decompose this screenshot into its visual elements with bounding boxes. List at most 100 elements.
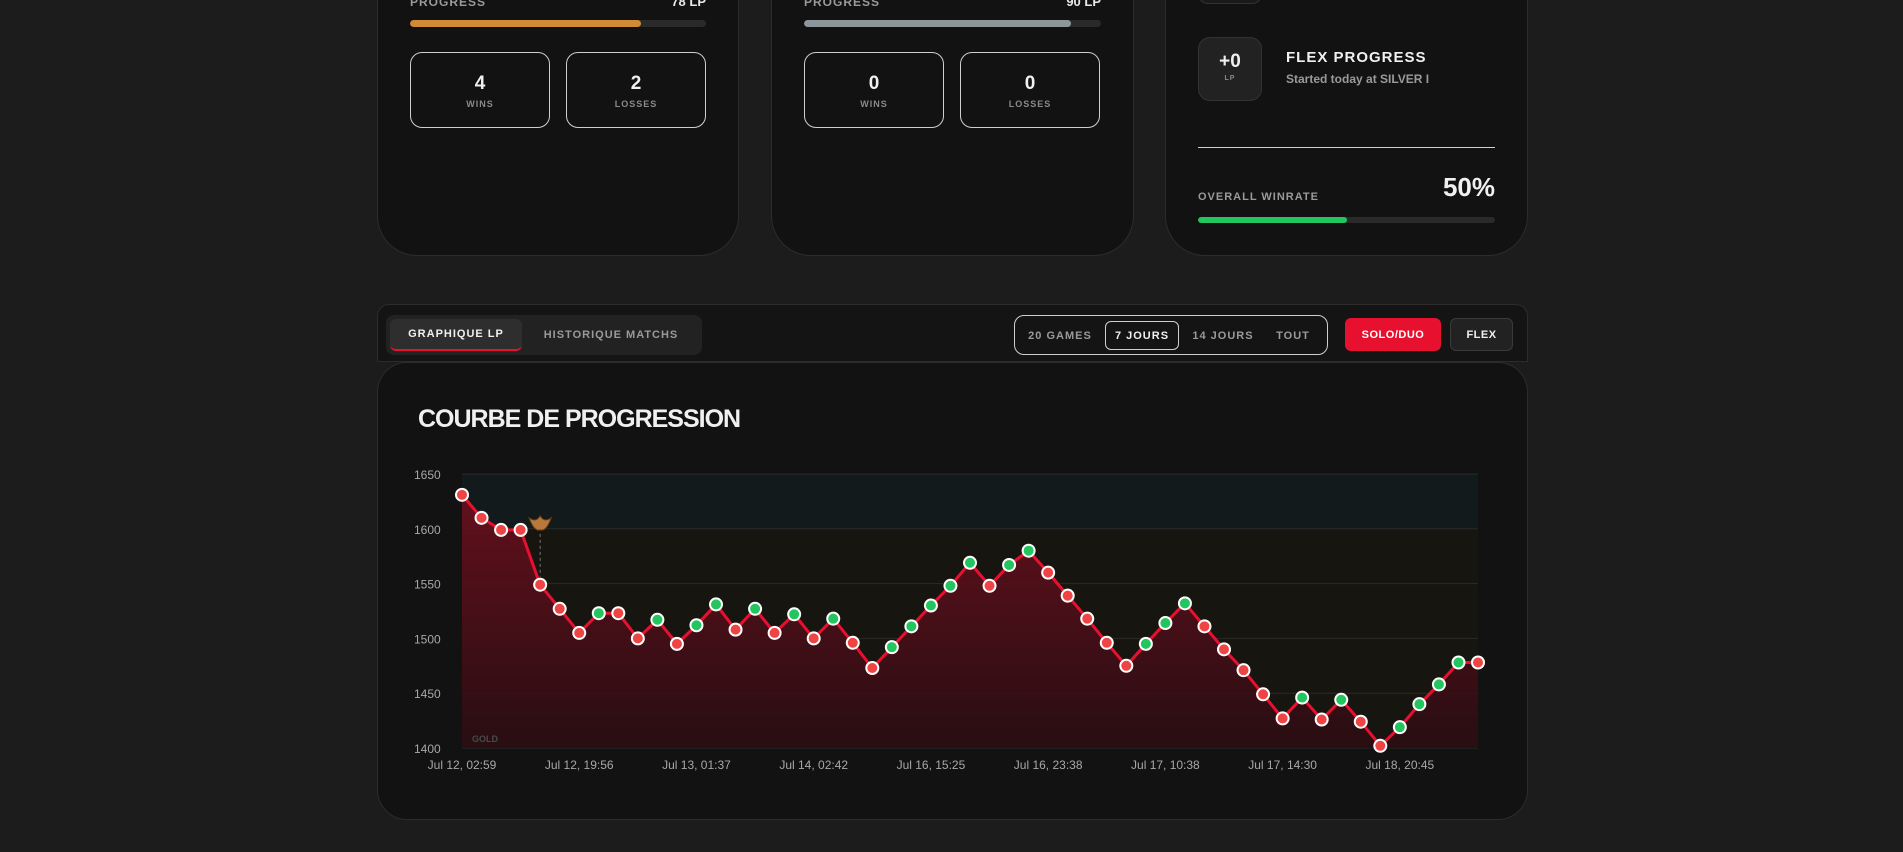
win-point: [1002, 557, 1017, 572]
flex-rank-card: PROGRESS 90 LP 0 WINS 0 LOSSES: [771, 0, 1134, 256]
win-point: [884, 640, 899, 655]
winrate-bar-fill: [1198, 217, 1347, 223]
loss-point: [865, 660, 880, 675]
chart-card: COURBE DE PROGRESSION 1650 1600 1550 1500 14…: [377, 362, 1528, 820]
period-tout-button[interactable]: TOUT: [1276, 329, 1310, 342]
progress-bar: [410, 20, 706, 27]
x-tick-label: Jul 12, 19:56: [545, 758, 614, 772]
win-point: [1177, 596, 1192, 611]
loss-point: [1256, 687, 1271, 702]
win-point: [904, 619, 919, 634]
y-tick-label: 1600: [414, 523, 441, 537]
loss-point: [513, 522, 528, 537]
loss-point: [1236, 663, 1251, 678]
losses-box: 2 LOSSES: [566, 52, 706, 128]
loss-point: [1099, 635, 1114, 650]
period-selector: 20 GAMES 7 JOURS 14 JOURS TOUT: [1014, 315, 1328, 355]
flex-progress-subtitle: Started today at SILVER I: [1286, 72, 1430, 86]
flex-progress-card: +0 LP FLEX PROGRESS Started today at SIL…: [1165, 0, 1528, 256]
progress-label: PROGRESS: [804, 0, 881, 9]
loss-point: [1314, 712, 1329, 727]
rank-emblem-icon: [528, 514, 553, 531]
progress-row: PROGRESS 78 LP: [410, 0, 706, 9]
solo-progress-card: PROGRESS 78 LP 4 WINS 2 LOSSES: [377, 0, 739, 256]
win-point: [787, 607, 802, 622]
x-tick-label: Jul 17, 14:30: [1248, 758, 1317, 772]
tab-graphique-lp[interactable]: GRAPHIQUE LP: [390, 319, 522, 351]
win-point: [1158, 616, 1173, 631]
loss-point: [767, 625, 782, 640]
loss-point: [982, 578, 997, 593]
win-point: [1334, 692, 1349, 707]
tier-label: GOLD: [472, 734, 498, 744]
chart-toolbar: GRAPHIQUE LP HISTORIQUE MATCHS 20 GAMES …: [377, 304, 1528, 362]
win-point: [1412, 697, 1427, 712]
tier-band-upper: [462, 474, 1478, 529]
y-tick-label: 1650: [414, 468, 441, 482]
queue-flex-button[interactable]: FLEX: [1450, 318, 1513, 351]
winrate-label: OVERALL WINRATE: [1198, 191, 1319, 203]
win-point: [689, 618, 704, 633]
win-point: [923, 598, 938, 613]
loss-point: [1217, 642, 1231, 657]
tab-historique-matchs[interactable]: HISTORIQUE MATCHS: [543, 329, 679, 341]
progress-bar-fill: [410, 20, 641, 27]
loss-point: [1373, 738, 1388, 753]
y-tick-label: 1500: [414, 632, 441, 646]
win-point: [1431, 677, 1446, 692]
progress-bar: [804, 20, 1101, 27]
lp-line-chart: 1650 1600 1550 1500 1450 1400 Jul 12, 02:59 Jul…: [414, 468, 1485, 772]
losses-count: 2: [630, 73, 642, 94]
loss-point: [630, 631, 645, 646]
wins-count: 0: [868, 73, 880, 94]
lp-chart-panel: GRAPHIQUE LP HISTORIQUE MATCHS 20 GAMES …: [377, 304, 1528, 820]
winrate-bar: [1198, 217, 1495, 223]
x-tick-label: Jul 14, 02:42: [779, 758, 848, 772]
losses-label: LOSSES: [1008, 99, 1052, 109]
progress-value: 90 LP: [1066, 0, 1101, 9]
wins-box: 0 WINS: [804, 52, 944, 128]
wins-box: 4 WINS: [410, 52, 550, 128]
divider: [1198, 147, 1495, 148]
win-point: [1138, 636, 1153, 651]
losses-label: LOSSES: [614, 99, 658, 109]
period-20-games-button[interactable]: 20 GAMES: [1028, 329, 1092, 342]
losses-count: 0: [1024, 73, 1036, 94]
queue-solo-duo-button[interactable]: SOLO/DUO: [1345, 318, 1441, 351]
win-point: [1295, 690, 1310, 705]
progress-label: PROGRESS: [410, 0, 487, 9]
win-point: [709, 597, 723, 612]
loss-point: [552, 601, 567, 616]
loss-point: [1119, 658, 1134, 673]
loss-point: [1353, 714, 1368, 729]
winrate-value: 50%: [1442, 172, 1495, 202]
loss-point: [533, 577, 548, 592]
lp-area-fill: [462, 494, 1478, 748]
y-tick-label: 1400: [414, 742, 441, 756]
period-14-jours-button[interactable]: 14 JOURS: [1192, 329, 1254, 342]
lp-change-value: +0: [1219, 51, 1241, 72]
lp-unit: LP: [1224, 75, 1236, 82]
loss-point: [1080, 611, 1095, 626]
progress-row: PROGRESS 90 LP: [804, 0, 1101, 9]
loss-point: [494, 522, 509, 537]
chart-title: COURBE DE PROGRESSION: [418, 405, 741, 433]
win-point: [963, 555, 977, 570]
loss-point: [806, 631, 821, 646]
x-tick-label: Jul 18, 20:45: [1365, 758, 1434, 772]
x-tick-label: Jul 17, 10:38: [1131, 758, 1200, 772]
loss-point: [1275, 711, 1290, 726]
period-7-jours-button[interactable]: 7 JOURS: [1105, 321, 1179, 350]
x-tick-label: Jul 12, 02:59: [428, 758, 497, 772]
losses-box: 0 LOSSES: [960, 52, 1100, 128]
top-badge-stub: [1198, 0, 1262, 4]
loss-point: [611, 606, 626, 621]
view-tabs: GRAPHIQUE LP HISTORIQUE MATCHS: [386, 315, 702, 355]
win-point: [826, 611, 841, 626]
win-point: [1021, 543, 1036, 558]
loss-point: [845, 635, 860, 650]
wins-label: WINS: [860, 99, 888, 109]
y-tick-label: 1550: [414, 578, 441, 592]
win-point: [650, 612, 665, 627]
lp-change-box: +0 LP: [1198, 37, 1262, 101]
